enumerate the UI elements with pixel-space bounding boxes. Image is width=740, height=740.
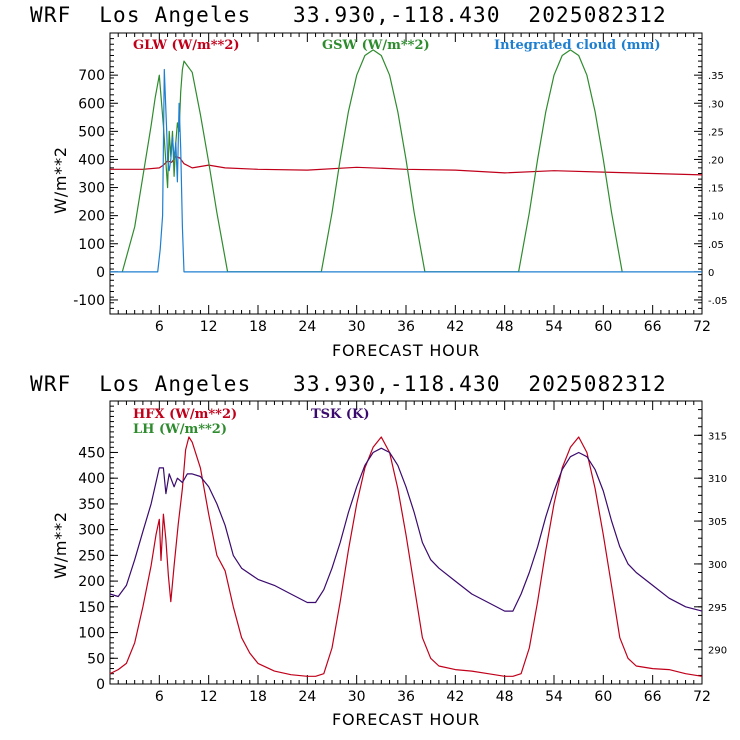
x-tick-label: 42 bbox=[446, 319, 464, 335]
x-tick-label: 66 bbox=[644, 319, 662, 335]
series-line-0-2 bbox=[110, 68, 702, 273]
y-tick-label: 0 bbox=[96, 677, 105, 693]
y2-tick-label: .15 bbox=[708, 184, 724, 195]
x-tick-label: 30 bbox=[348, 689, 366, 705]
y-tick-label: 50 bbox=[87, 651, 105, 667]
x-tick-label: 12 bbox=[200, 319, 218, 335]
y-axis-label: W/m**2 bbox=[51, 511, 70, 579]
y2-tick-label: 295 bbox=[708, 603, 727, 614]
x-tick-label: 18 bbox=[249, 689, 267, 705]
y-tick-label: 450 bbox=[78, 445, 105, 461]
y-tick-label: 100 bbox=[78, 237, 105, 253]
legend-entry: Integrated cloud (mm) bbox=[494, 38, 660, 53]
legend-entry: HFX (W/m**2) bbox=[133, 407, 237, 422]
chart-title-top: WRF Los Angeles 33.930,-118.430 20250823… bbox=[30, 3, 667, 27]
y-axis-label: W/m**2 bbox=[51, 146, 70, 214]
chart-title-bottom: WRF Los Angeles 33.930,-118.430 20250823… bbox=[30, 372, 667, 396]
plot-frame-1 bbox=[109, 400, 703, 685]
y2-tick-label: .05 bbox=[708, 240, 724, 251]
y2-tick-label: 300 bbox=[708, 560, 727, 571]
legend-entry: TSK (K) bbox=[311, 407, 370, 422]
y-tick-label: 250 bbox=[78, 548, 105, 564]
x-tick-label: 36 bbox=[397, 319, 415, 335]
legend-entry: LH (W/m**2) bbox=[133, 422, 227, 437]
x-axis-label: FORECAST HOUR bbox=[332, 710, 480, 729]
y2-tick-label: 0 bbox=[708, 268, 714, 279]
x-tick-label: 48 bbox=[496, 319, 514, 335]
y2-tick-label: .25 bbox=[708, 127, 724, 138]
x-tick-label: 72 bbox=[693, 689, 711, 705]
x-tick-label: 12 bbox=[200, 689, 218, 705]
x-tick-label: 24 bbox=[298, 319, 316, 335]
y-tick-label: 350 bbox=[78, 497, 105, 513]
y2-tick-label: .10 bbox=[708, 212, 724, 223]
legend-entry: GSW (W/m**2) bbox=[322, 38, 430, 53]
y2-tick-label: 290 bbox=[708, 646, 727, 657]
y2-tick-label: 305 bbox=[708, 517, 727, 528]
x-tick-label: 42 bbox=[446, 689, 464, 705]
y-tick-label: 500 bbox=[78, 124, 105, 140]
x-tick-label: 6 bbox=[155, 689, 164, 705]
x-tick-label: 60 bbox=[594, 689, 612, 705]
y2-tick-label: 310 bbox=[708, 474, 727, 485]
y-tick-label: 200 bbox=[78, 574, 105, 590]
y-tick-label: 700 bbox=[78, 68, 105, 84]
series-line-1-2 bbox=[109, 447, 703, 612]
y-tick-label: -100 bbox=[73, 293, 105, 309]
series-line-1-0 bbox=[109, 436, 703, 677]
x-tick-label: 30 bbox=[348, 319, 366, 335]
series-line-0-1 bbox=[121, 49, 623, 273]
x-tick-label: 36 bbox=[397, 689, 415, 705]
x-tick-label: 6 bbox=[155, 319, 164, 335]
x-tick-label: 60 bbox=[594, 319, 612, 335]
y-tick-label: 150 bbox=[78, 600, 105, 616]
legend-entry: GLW (W/m**2) bbox=[133, 38, 240, 53]
y-tick-label: 0 bbox=[96, 265, 105, 281]
x-tick-label: 48 bbox=[496, 689, 514, 705]
y-tick-label: 200 bbox=[78, 209, 105, 225]
x-tick-label: 24 bbox=[298, 689, 316, 705]
y-tick-label: 400 bbox=[78, 471, 105, 487]
y2-tick-label: -.05 bbox=[708, 296, 728, 307]
y2-tick-label: .30 bbox=[708, 99, 724, 110]
y-tick-label: 600 bbox=[78, 96, 105, 112]
y-tick-label: 100 bbox=[78, 626, 105, 642]
y-tick-label: 300 bbox=[78, 523, 105, 539]
x-axis-label: FORECAST HOUR bbox=[332, 341, 480, 360]
y2-tick-label: .35 bbox=[708, 71, 724, 82]
x-tick-label: 66 bbox=[644, 689, 662, 705]
x-tick-label: 18 bbox=[249, 319, 267, 335]
x-tick-label: 72 bbox=[693, 319, 711, 335]
y2-tick-label: 315 bbox=[708, 431, 727, 442]
x-tick-label: 54 bbox=[545, 689, 563, 705]
y2-tick-label: .20 bbox=[708, 155, 724, 166]
x-tick-label: 54 bbox=[545, 319, 563, 335]
y-tick-label: 300 bbox=[78, 181, 105, 197]
y-tick-label: 400 bbox=[78, 152, 105, 168]
